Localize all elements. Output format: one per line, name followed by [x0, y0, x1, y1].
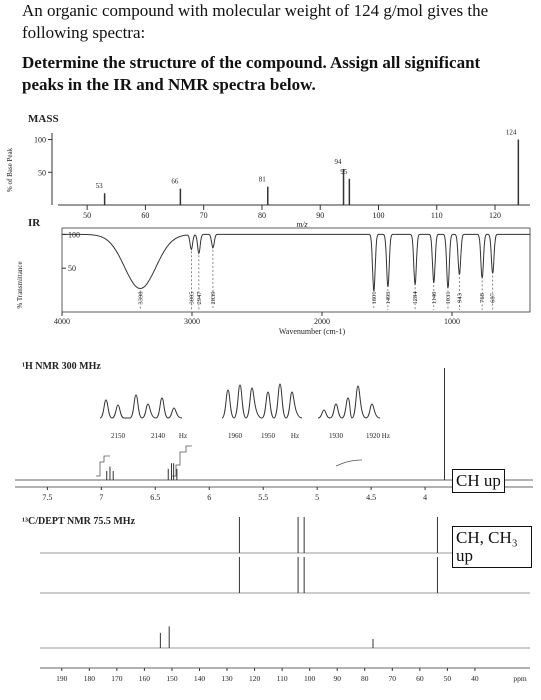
- x-tick-label: 90: [316, 211, 324, 220]
- inset-label: 1960: [228, 432, 243, 440]
- x-tick-label: 100: [372, 211, 384, 220]
- x-axis-title: m/z: [296, 220, 308, 229]
- x-tick-label: 80: [258, 211, 266, 220]
- x-tick-label: 50: [444, 674, 452, 683]
- x-tick-label: 120: [489, 211, 501, 220]
- x-tick-label: 3000: [184, 317, 200, 326]
- peak-label: 124: [506, 129, 517, 137]
- x-tick-label: 7: [99, 493, 103, 502]
- peak-label: 768: [479, 293, 486, 303]
- x-tick-label: 90: [333, 674, 341, 683]
- peak-label: 95: [340, 168, 348, 176]
- x-tick-label: 60: [416, 674, 424, 683]
- annotation-box: CH up: [452, 469, 505, 493]
- peak-label: 687: [490, 292, 497, 303]
- x-tick-label: 70: [200, 211, 208, 220]
- inset-label: 2140: [151, 432, 166, 440]
- integral-trace: [96, 445, 363, 477]
- peak-label: 1493: [385, 292, 392, 305]
- inset-label: 2150: [111, 432, 126, 440]
- inset-label: 1930: [329, 432, 344, 440]
- inset-multiplet: [99, 394, 183, 419]
- x-tick-label: 140: [194, 674, 206, 683]
- plot-frame: [61, 227, 531, 313]
- x-tick-label: 190: [56, 674, 68, 683]
- peak-label: 3398: [137, 292, 144, 305]
- y-axis-title: % Transmittance: [16, 261, 24, 308]
- x-tick-label: 180: [84, 674, 96, 683]
- peak-label: 943: [456, 293, 463, 303]
- x-tick-label: 130: [221, 674, 233, 683]
- inset-label: 1920 Hz: [366, 432, 390, 440]
- x-tick-label: 4000: [54, 317, 70, 326]
- x-tick-label: 1000: [444, 317, 460, 326]
- x-tick-label: 170: [111, 674, 123, 683]
- x-tick-label: 110: [431, 211, 443, 220]
- x-tick-label: 50: [83, 211, 91, 220]
- y-axis-title: % of Base Peak: [6, 147, 14, 192]
- peak-label: 1284: [412, 291, 419, 305]
- x-tick-label: 4: [423, 493, 427, 502]
- peak-label: 81: [259, 176, 267, 184]
- x-tick-label: 100: [304, 674, 316, 683]
- annotation-box: CH, CH₃ up: [452, 526, 532, 568]
- y-tick-label: 100: [34, 136, 46, 145]
- x-axis-title: ppm: [513, 674, 527, 683]
- x-tick-label: 5.5: [258, 493, 268, 502]
- section-title: IR: [28, 217, 41, 229]
- peak-label: 66: [171, 178, 179, 186]
- ir-trace: [62, 233, 530, 292]
- question-task: Determine the structure of the compound.…: [22, 53, 481, 94]
- peak-label: 53: [96, 182, 104, 190]
- x-tick-label: 120: [249, 674, 261, 683]
- x-tick-label: 70: [389, 674, 397, 683]
- y-tick-label: 50: [38, 168, 46, 177]
- inset-multiplet: [221, 383, 303, 419]
- inset-label: 1950: [261, 432, 276, 440]
- question-intro: An organic compound with molecular weigh…: [22, 1, 489, 42]
- section-title: MASS: [28, 113, 59, 125]
- y-tick-label: 50: [68, 264, 76, 273]
- x-tick-label: 6.5: [150, 493, 160, 502]
- x-axis-title: Wavenumber (cm-1): [279, 327, 346, 336]
- peak-label: 94: [335, 158, 343, 166]
- peak-label: 1601: [371, 292, 378, 305]
- x-tick-label: 80: [361, 674, 369, 683]
- inset-multiplet: [317, 385, 381, 419]
- inset-label: Hz: [291, 432, 299, 440]
- x-tick-label: 160: [139, 674, 151, 683]
- x-tick-label: 150: [166, 674, 178, 683]
- x-tick-label: 4.5: [366, 493, 376, 502]
- section-title: ¹H NMR 300 MHz: [22, 361, 101, 372]
- x-tick-label: 40: [471, 674, 479, 683]
- x-tick-label: 7.5: [42, 493, 52, 502]
- peak-label: 1140: [431, 292, 438, 305]
- peak-label: 3005: [188, 292, 195, 305]
- x-tick-label: 2000: [314, 317, 330, 326]
- peak-label: 2947: [196, 291, 203, 305]
- x-tick-label: 6: [207, 493, 211, 502]
- peak-label: 1031: [445, 292, 452, 305]
- peak-label: 2839: [210, 292, 217, 305]
- inset-label: Hz: [179, 432, 187, 440]
- section-title: ¹³C/DEPT NMR 75.5 MHz: [22, 516, 136, 527]
- x-tick-label: 5: [315, 493, 319, 502]
- x-tick-label: 60: [141, 211, 149, 220]
- x-tick-label: 110: [277, 674, 288, 683]
